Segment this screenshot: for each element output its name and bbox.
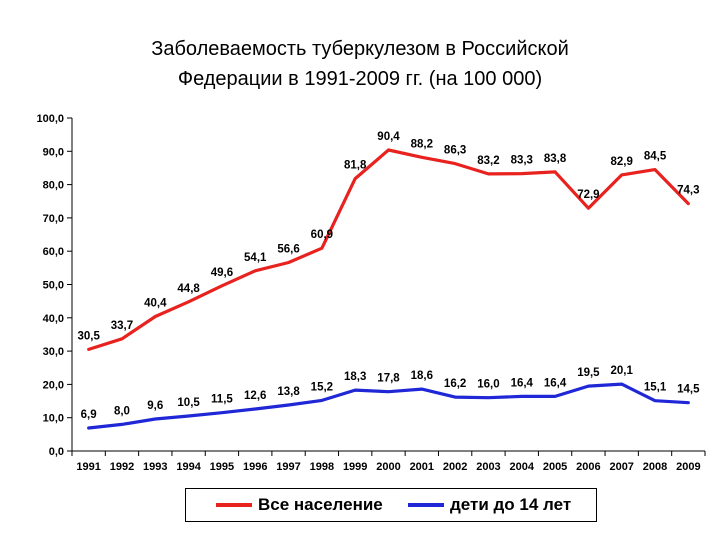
- x-tick-label: 2001: [410, 461, 434, 473]
- data-label-all-population: 90,4: [377, 131, 400, 143]
- data-label-all-population: 60,9: [311, 229, 333, 241]
- y-tick-label: 0,0: [49, 446, 64, 458]
- chart-title-line-2: Федерации в 1991-2009 гг. (на 100 000): [177, 68, 543, 90]
- x-tick-label: 2003: [476, 461, 500, 473]
- x-tick-label: 2005: [543, 461, 567, 473]
- data-label-children: 18,6: [411, 370, 433, 382]
- data-label-all-population: 74,3: [677, 185, 699, 197]
- series-line-all-population: [87, 148, 690, 351]
- y-tick-label: 80,0: [43, 180, 64, 192]
- x-tick-label: 2002: [443, 461, 467, 473]
- y-tick-label: 20,0: [43, 379, 64, 391]
- data-label-children: 6,9: [81, 409, 97, 421]
- data-label-all-population: 81,8: [344, 160, 367, 172]
- y-tick-label: 90,0: [43, 146, 64, 158]
- legend-item-all-population: Все население: [216, 489, 383, 521]
- x-tick-label: 2000: [376, 461, 400, 473]
- data-label-all-population: 82,9: [611, 156, 633, 168]
- data-label-children: 11,5: [211, 394, 233, 406]
- data-label-children: 12,6: [244, 390, 266, 402]
- data-label-children: 13,8: [277, 386, 300, 398]
- x-tick-label: 2008: [643, 461, 667, 473]
- data-label-all-population: 54,1: [244, 252, 267, 264]
- data-label-children: 16,4: [544, 377, 567, 389]
- data-label-children: 20,1: [611, 365, 634, 377]
- data-label-children: 18,3: [344, 371, 366, 383]
- data-label-all-population: 86,3: [444, 145, 466, 157]
- data-label-children: 9,6: [147, 400, 163, 412]
- data-label-children: 16,0: [477, 379, 499, 391]
- legend-label-children: дети до 14 лет: [450, 495, 572, 514]
- chart-legend: Все население дети до 14 лет: [185, 488, 597, 522]
- data-label-all-population: 44,8: [177, 283, 200, 295]
- data-label-all-population: 88,2: [411, 138, 433, 150]
- y-tick-label: 30,0: [43, 346, 64, 358]
- x-tick-label: 1995: [210, 461, 234, 473]
- chart-title: Заболеваемость туберкулезом в Российской…: [0, 34, 720, 94]
- data-label-children: 19,5: [577, 367, 600, 379]
- data-label-all-population: 49,6: [211, 267, 233, 279]
- x-tick-label: 2007: [609, 461, 633, 473]
- x-tick-label: 1999: [343, 461, 367, 473]
- y-tick-label: 70,0: [43, 213, 64, 225]
- data-label-all-population: 83,2: [477, 155, 499, 167]
- y-tick-label: 100,0: [36, 113, 64, 125]
- legend-swatch-children: [408, 503, 444, 507]
- data-label-all-population: 33,7: [111, 320, 133, 332]
- chart-title-line-1: Заболеваемость туберкулезом в Российской: [151, 38, 569, 60]
- data-label-children: 10,5: [177, 397, 200, 409]
- x-tick-label: 2006: [576, 461, 600, 473]
- y-tick-label: 10,0: [43, 413, 64, 425]
- legend-swatch-all-population: [216, 503, 252, 507]
- series-line-children: [87, 382, 690, 430]
- data-label-children: 16,2: [444, 378, 466, 390]
- data-label-all-population: 56,6: [277, 244, 299, 256]
- x-tick-label: 1996: [243, 461, 267, 473]
- data-label-children: 17,8: [377, 373, 400, 385]
- data-label-all-population: 72,9: [577, 189, 599, 201]
- line-chart: 0,0 10,0 20,0 30,0 40,0 50,0 60,0 70,0 80,0 90,0 1…: [36, 113, 706, 473]
- y-tick-label: 50,0: [43, 280, 64, 292]
- x-tick-label: 1994: [176, 461, 201, 473]
- y-tick-label: 40,0: [43, 313, 64, 325]
- legend-item-children: дети до 14 лет: [408, 489, 571, 521]
- x-tick-label: 1991: [76, 461, 100, 473]
- x-tick-label: 1992: [110, 461, 134, 473]
- x-tick-label: 1997: [276, 461, 300, 473]
- y-tick-label: 60,0: [43, 246, 64, 258]
- data-label-all-population: 83,8: [544, 153, 567, 165]
- x-tick-label: 1998: [310, 461, 334, 473]
- data-label-all-population: 84,5: [644, 151, 667, 163]
- data-label-all-population: 40,4: [144, 297, 167, 309]
- legend-label-all-population: Все население: [258, 495, 383, 514]
- x-tick-label: 2009: [676, 461, 700, 473]
- data-label-all-population: 30,5: [77, 330, 100, 342]
- data-label-children: 14,5: [677, 384, 700, 396]
- data-label-children: 15,1: [644, 382, 667, 394]
- x-tick-label: 2004: [510, 461, 535, 473]
- data-label-children: 8,0: [114, 405, 130, 417]
- data-label-children: 16,4: [511, 377, 534, 389]
- data-label-children: 15,2: [311, 381, 333, 393]
- x-tick-label: 1993: [143, 461, 167, 473]
- data-label-all-population: 83,3: [511, 155, 533, 167]
